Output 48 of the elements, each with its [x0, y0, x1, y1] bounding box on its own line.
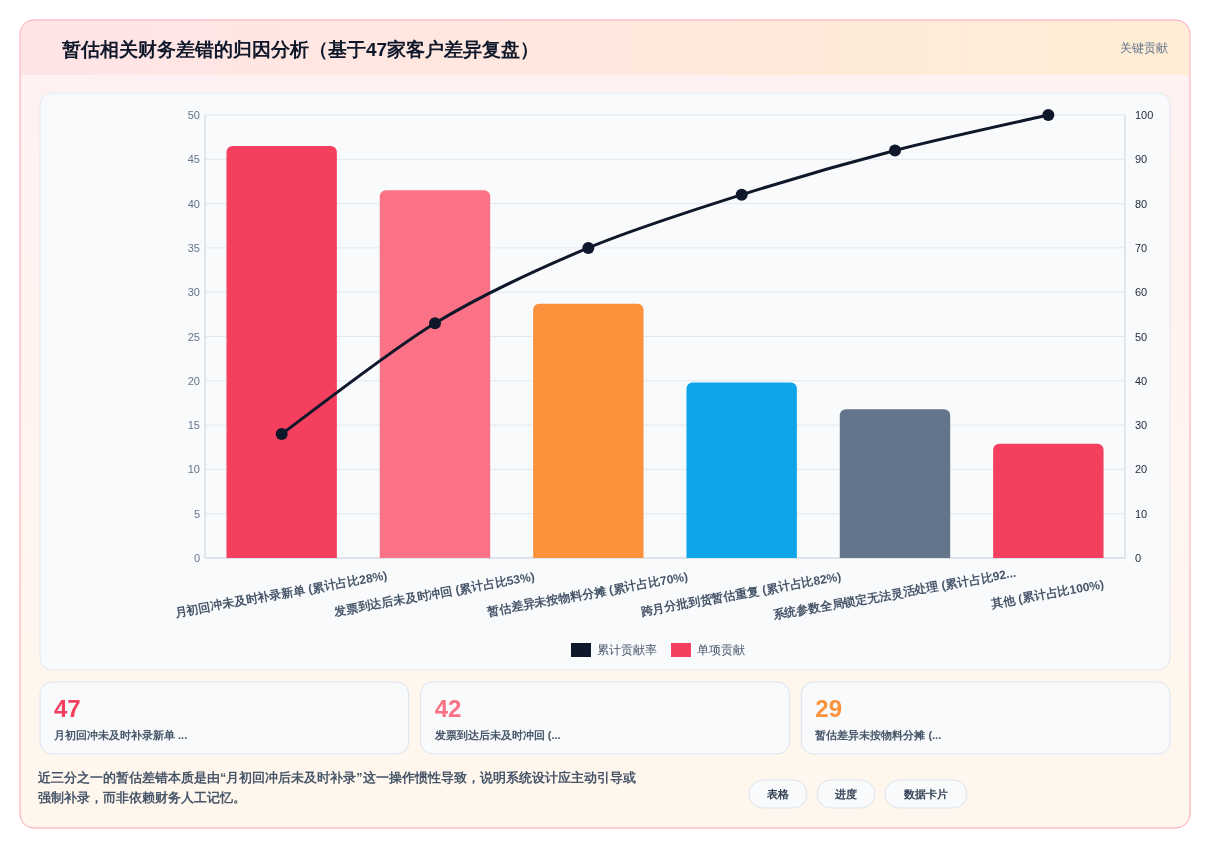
text: 暂估差异未按物料分摊 (... — [814, 729, 942, 741]
text: 月初回冲未及时补录新单 ... — [53, 729, 188, 741]
y-tick-label: 10 — [187, 463, 200, 476]
text: 42 — [434, 695, 462, 722]
text: 表格 — [766, 788, 790, 800]
y2-tick-label: 10 — [1135, 507, 1148, 520]
bar — [686, 382, 797, 558]
bar — [533, 303, 644, 558]
y2-tick-label: 60 — [1135, 286, 1148, 299]
y2-tick-label: 70 — [1135, 241, 1148, 254]
y2-tick-label: 0 — [1135, 552, 1142, 564]
bar — [993, 443, 1104, 558]
y-tick-label: 50 — [187, 109, 200, 121]
legend-label: 累计贡献率 — [597, 643, 657, 657]
y-tick-label: 40 — [187, 197, 200, 210]
point — [735, 188, 748, 201]
y-tick-label: 15 — [187, 419, 200, 432]
y-tick-label: 45 — [187, 153, 200, 166]
y-tick-label: 30 — [187, 286, 200, 299]
point — [582, 241, 595, 254]
bar — [226, 146, 337, 558]
y2-tick-label: 20 — [1135, 463, 1148, 476]
point — [429, 317, 441, 330]
point — [1042, 109, 1055, 121]
bar — [379, 190, 491, 558]
text: 数据卡片 — [903, 788, 948, 800]
text: 关键贡献 — [1120, 41, 1168, 55]
point — [889, 144, 901, 157]
text: 发票到达后未及时冲回 (... — [433, 729, 561, 741]
y2-tick-label: 100 — [1135, 109, 1154, 121]
y-tick-label: 35 — [187, 241, 200, 254]
legend-label: 单项贡献 — [697, 643, 745, 657]
bar — [839, 409, 951, 558]
y-tick-label: 5 — [193, 507, 200, 520]
y2-tick-label: 50 — [1135, 330, 1148, 343]
y-tick-label: 25 — [187, 330, 200, 343]
text: 47 — [54, 695, 81, 722]
text: 近三分之一的暂估差错本质是由“月初回冲后未及时补录”这一操作惯性导致，说明系统设计应主动引导或强制补录，而非依赖财务人工记忆。 — [38, 769, 637, 807]
point — [275, 427, 288, 440]
y-tick-label: 0 — [193, 552, 200, 564]
y2-tick-label: 80 — [1135, 197, 1148, 210]
y2-tick-label: 30 — [1135, 419, 1148, 432]
y2-tick-label: 40 — [1135, 374, 1148, 387]
y-tick-label: 20 — [187, 374, 200, 387]
y2-tick-label: 90 — [1135, 153, 1148, 166]
text: 进度 — [834, 788, 857, 800]
chart-title: 暂估相关财务差错的归因分析（基于47家客户差异复盘） — [61, 39, 540, 60]
text: 29 — [815, 695, 843, 722]
